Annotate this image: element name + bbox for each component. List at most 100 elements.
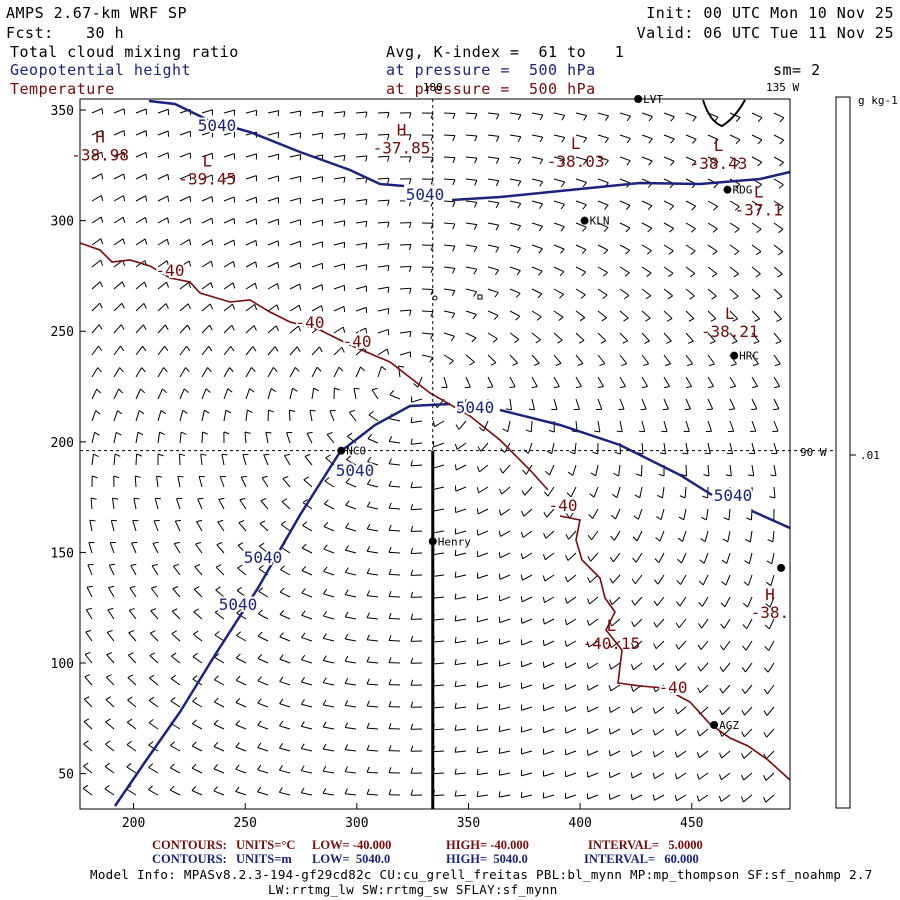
- wind-barb-flag: [410, 789, 414, 796]
- wind-barb-flag: [763, 688, 768, 695]
- wind-barb: [765, 794, 775, 803]
- wind-barb: [663, 266, 674, 274]
- wind-barb: [279, 614, 291, 620]
- wind-barb: [465, 266, 477, 270]
- wind-barb: [477, 640, 489, 645]
- wind-barb: [193, 611, 203, 620]
- wind-barb-flag: [387, 308, 390, 315]
- wind-barb: [523, 508, 533, 517]
- wind-barb: [345, 704, 357, 708]
- wind-barb: [597, 222, 609, 228]
- wind-barb: [201, 346, 210, 356]
- wind-barb: [527, 442, 533, 454]
- wind-barb-flag: [696, 773, 700, 780]
- wind-barb-flag: [298, 305, 302, 311]
- wind-barb: [685, 244, 696, 252]
- wind-barb-flag: [700, 538, 706, 543]
- wind-barb: [567, 552, 577, 561]
- wind-barb-flag: [167, 217, 170, 224]
- wind-barb-flag: [388, 480, 392, 487]
- wind-barb: [239, 499, 247, 510]
- wind-barb-flag: [498, 552, 501, 558]
- wind-barb: [286, 432, 291, 444]
- wind-barb-flag: [429, 357, 434, 363]
- wind-barb-flag: [608, 642, 612, 648]
- wind-barb-flag: [388, 436, 393, 442]
- wind-barb: [258, 613, 269, 620]
- wind-barb: [773, 376, 781, 387]
- wind-barb: [201, 109, 213, 114]
- wind-barb-flag: [539, 203, 544, 209]
- wind-barb-flag: [344, 589, 349, 595]
- wind-barb: [421, 332, 433, 335]
- wind-barb: [301, 659, 313, 664]
- wind-barb-flag: [145, 174, 148, 180]
- wind-barb-flag: [474, 202, 478, 208]
- wind-barb: [303, 479, 313, 488]
- wind-barb-flag: [495, 202, 500, 209]
- wind-barb: [677, 684, 687, 693]
- wind-barb: [267, 409, 270, 422]
- wind-barb: [567, 574, 577, 583]
- wind-barb-flag: [344, 633, 349, 640]
- wind-barb-flag: [214, 630, 220, 636]
- wind-barb-flag: [779, 139, 785, 145]
- wind-barb-flag: [688, 318, 695, 322]
- wind-barb: [157, 108, 169, 114]
- wind-barb: [169, 789, 181, 796]
- wind-barb: [280, 569, 291, 576]
- wind-barb-flag: [605, 115, 610, 121]
- wind-barb: [157, 260, 168, 268]
- wind-barb: [267, 346, 276, 356]
- wind-barb-flag: [260, 498, 267, 502]
- wind-barb: [656, 618, 665, 628]
- wind-barb: [323, 593, 335, 598]
- wind-barb-flag: [214, 675, 219, 681]
- wind-barb-flag: [520, 553, 524, 559]
- wind-barb-flag: [148, 718, 154, 724]
- temperature-extremum-value: -38.: [751, 603, 790, 622]
- wind-barb: [301, 592, 313, 598]
- wind-barb-flag: [647, 205, 653, 211]
- wind-barb-flag: [388, 701, 392, 707]
- wind-barb-flag: [764, 667, 769, 673]
- wind-barb: [773, 200, 784, 208]
- wind-barb: [281, 501, 291, 510]
- wind-barb-flag: [452, 157, 456, 164]
- wind-barb-flag: [689, 295, 695, 300]
- wind-barb: [487, 310, 499, 316]
- height-contour: [499, 408, 713, 497]
- wind-barb-flag: [128, 652, 134, 656]
- wind-barb-flag: [366, 568, 371, 574]
- wind-barb-flag: [279, 632, 284, 638]
- wind-barb: [729, 244, 740, 252]
- wind-barb-flag: [145, 195, 148, 202]
- cloud-marker: [477, 294, 483, 300]
- wind-barb: [265, 432, 269, 444]
- x-tick-label: 350: [457, 816, 480, 831]
- wind-barb-flag: [388, 502, 392, 509]
- wind-barb-flag: [365, 264, 368, 271]
- wind-barb: [499, 772, 511, 776]
- wind-barb-flag: [763, 710, 768, 716]
- wind-barb: [432, 728, 445, 731]
- wind-barb: [597, 288, 608, 296]
- temperature-contour-label: -40: [296, 313, 325, 332]
- wind-barb-flag: [625, 227, 631, 233]
- wind-barb-flag: [410, 745, 414, 752]
- wind-barb: [679, 596, 687, 607]
- wind-barb: [345, 482, 357, 488]
- wind-barb-flag: [148, 763, 154, 768]
- wind-barb-flag: [284, 453, 291, 457]
- wind-barb-flag: [343, 220, 346, 227]
- wind-barb-flag: [299, 283, 302, 290]
- wind-barb: [597, 266, 608, 273]
- station-label: NCO: [346, 445, 366, 458]
- wind-barb: [109, 542, 115, 554]
- wind-barb-flag: [754, 318, 760, 322]
- wind-barb-flag: [302, 498, 308, 504]
- wind-barb: [572, 464, 577, 476]
- wind-barb: [725, 574, 731, 586]
- wind-barb: [345, 594, 357, 598]
